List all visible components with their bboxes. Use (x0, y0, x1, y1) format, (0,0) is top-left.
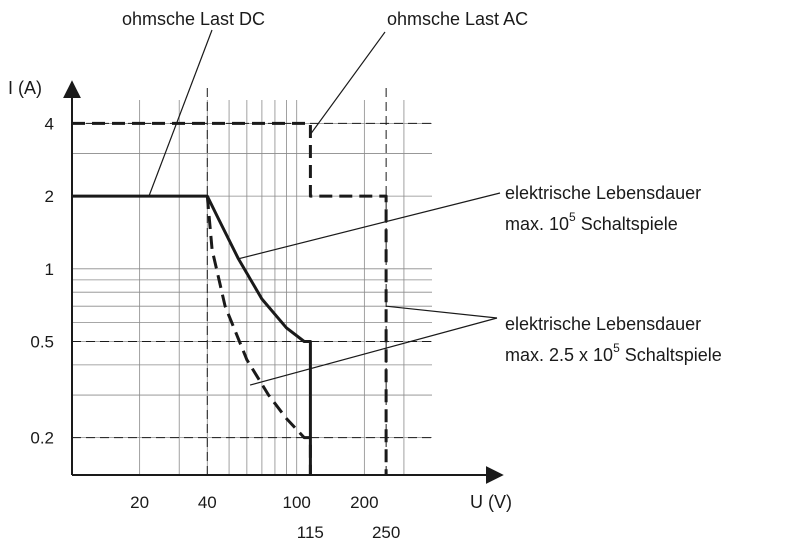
tick-labels: 4 2 1 0.5 0.2 20 40 100 200 115 250 (30, 114, 400, 542)
leader-life2-1 (249, 317, 498, 386)
annotation-life2-line1: elektrische Lebensdauer (505, 314, 701, 334)
series-1-solid (72, 194, 312, 475)
annotation-leaders (148, 29, 501, 386)
annotation-life2-suffix: Schaltspiele (620, 345, 722, 365)
annotation-dc-label: ohmsche Last DC (122, 9, 265, 29)
x-tick-label: 20 (130, 493, 149, 512)
x-tick-label-secondary: 115 (297, 523, 324, 542)
annotation-life2-prefix: max. 2.5 x 10 (505, 345, 613, 365)
annotation-life1-exponent: 5 (569, 210, 576, 224)
y-axis-label: I (A) (8, 78, 42, 98)
leader-life2-2 (386, 305, 498, 319)
y-tick-label: 0.5 (30, 332, 54, 351)
y-tick-label: 4 (45, 114, 54, 133)
series-3-dashed (72, 121, 388, 475)
series-2-dashed (205, 195, 312, 475)
y-tick-label: 2 (45, 187, 54, 206)
annotation-life1-suffix: Schaltspiele (576, 214, 678, 234)
annotation-life1-line1: elektrische Lebensdauer (505, 183, 701, 203)
annotation-life2-line2: max. 2.5 x 105 Schaltspiele (505, 341, 722, 365)
x-tick-label: 40 (198, 493, 217, 512)
annotation-ac-label: ohmsche Last AC (387, 9, 528, 29)
x-tick-label: 100 (283, 493, 311, 512)
leader-life1-1 (238, 192, 501, 260)
y-tick-label: 0.2 (30, 429, 54, 448)
x-tick-label: 200 (350, 493, 378, 512)
annotation-life1-prefix: max. 10 (505, 214, 569, 234)
annotation-life1-line2: max. 105 Schaltspiele (505, 210, 678, 234)
x-axis-label: U (V) (470, 492, 512, 512)
leader-dc-1 (148, 29, 213, 197)
series-layer (72, 121, 388, 475)
y-tick-label: 1 (45, 260, 54, 279)
grid-lines (72, 100, 432, 475)
x-tick-label-secondary: 250 (372, 523, 400, 542)
leader-ac-1 (309, 31, 386, 135)
annotation-life2-exponent: 5 (613, 341, 620, 355)
